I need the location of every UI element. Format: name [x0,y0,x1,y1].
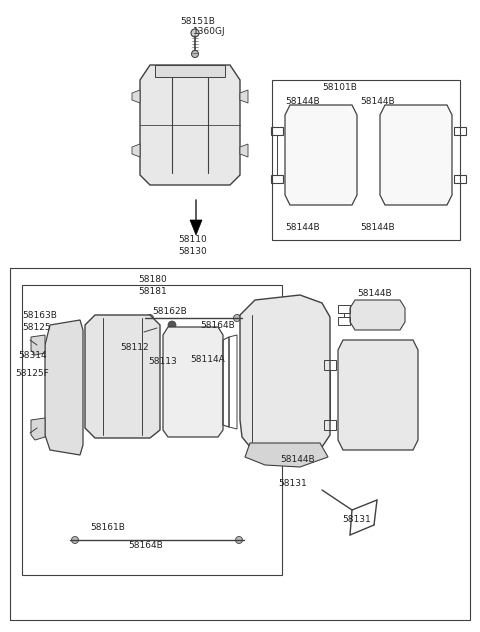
Ellipse shape [299,124,343,186]
Text: 58110: 58110 [178,236,207,245]
Circle shape [303,151,311,159]
Text: 58131: 58131 [278,478,307,487]
Circle shape [192,51,199,58]
Text: 58162B: 58162B [152,307,187,315]
Polygon shape [338,340,418,450]
Ellipse shape [263,324,317,430]
Circle shape [191,29,199,37]
Circle shape [303,119,311,127]
Polygon shape [240,144,248,157]
Text: 58131: 58131 [342,516,371,525]
Circle shape [426,151,434,159]
Text: 58144B: 58144B [360,97,395,106]
Circle shape [34,425,40,432]
Text: 58181: 58181 [138,286,167,296]
Circle shape [136,331,144,339]
Text: 58114A: 58114A [190,355,225,365]
Polygon shape [240,295,330,457]
Circle shape [146,315,154,322]
Text: 58144B: 58144B [285,97,320,106]
Polygon shape [190,220,202,235]
Polygon shape [45,320,83,455]
Text: 58144B: 58144B [360,224,395,233]
Text: 58180: 58180 [138,276,167,284]
Ellipse shape [205,104,227,146]
Bar [22,285,282,575]
Ellipse shape [394,124,438,186]
Text: 58125: 58125 [22,322,50,332]
Polygon shape [132,90,140,103]
Circle shape [398,151,406,159]
Circle shape [398,119,406,127]
Text: 58125F: 58125F [15,368,49,377]
Polygon shape [31,418,45,440]
Ellipse shape [174,346,212,418]
Circle shape [236,537,242,544]
Polygon shape [31,335,45,355]
Text: 58101B: 58101B [323,83,358,92]
Polygon shape [240,90,248,103]
Text: 58113: 58113 [148,358,177,367]
Circle shape [58,419,70,431]
Circle shape [72,537,79,544]
Circle shape [168,321,176,329]
Text: 58144B: 58144B [285,224,320,233]
Circle shape [354,356,362,364]
Circle shape [294,447,306,459]
Text: 58163B: 58163B [22,312,57,320]
Circle shape [374,424,382,432]
Polygon shape [132,144,140,157]
Ellipse shape [352,359,404,431]
Circle shape [394,356,402,364]
Circle shape [394,391,402,399]
Circle shape [58,349,70,361]
Circle shape [354,391,362,399]
Circle shape [34,341,40,348]
Polygon shape [140,65,240,185]
Polygon shape [163,327,223,437]
Text: 58130: 58130 [178,248,207,257]
Text: 58112: 58112 [120,344,149,353]
Circle shape [412,183,420,191]
Polygon shape [155,65,225,77]
Text: 58144B: 58144B [357,288,392,298]
Text: 58161B: 58161B [90,523,125,532]
Polygon shape [350,300,405,330]
Ellipse shape [107,341,137,411]
Polygon shape [380,105,452,205]
Bar [272,80,460,240]
Text: 58144B: 58144B [280,456,314,465]
Text: 58164B: 58164B [128,540,163,549]
Polygon shape [245,443,328,467]
Circle shape [264,447,276,459]
Text: 58314: 58314 [18,351,47,360]
Polygon shape [285,105,357,205]
Text: 1360GJ: 1360GJ [193,28,226,37]
Circle shape [117,320,127,330]
Polygon shape [85,315,160,438]
Circle shape [331,151,339,159]
Circle shape [233,315,240,322]
Circle shape [317,183,325,191]
Circle shape [426,119,434,127]
Circle shape [331,119,339,127]
Text: 58151B: 58151B [180,18,215,27]
Ellipse shape [153,104,175,146]
Text: 58164B: 58164B [200,320,235,329]
